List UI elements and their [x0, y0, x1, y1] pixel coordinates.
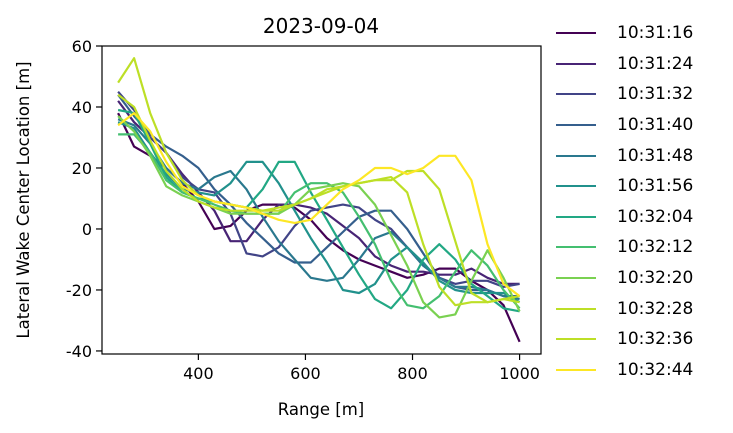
legend-item: 10:31:32 — [556, 79, 731, 110]
legend-swatch — [556, 124, 596, 127]
x-tick-label: 600 — [290, 364, 321, 383]
y-tick-label: 20 — [72, 159, 92, 178]
legend-label: 10:32:36 — [617, 329, 694, 350]
legend-item: 10:31:56 — [556, 171, 731, 202]
series-line-10-31-16 — [117, 112, 521, 343]
x-axis-label: Range [m] — [278, 400, 365, 419]
series-line-10-32-44 — [117, 111, 521, 297]
legend-swatch — [556, 93, 596, 96]
x-tick-label: 400 — [183, 364, 214, 383]
legend-swatch — [556, 368, 596, 371]
legend-swatch — [556, 215, 596, 218]
x-tick-label: 1000 — [499, 364, 540, 383]
y-tick-label: -40 — [66, 342, 92, 361]
legend-swatch — [556, 62, 596, 65]
legend-item: 10:31:16 — [556, 18, 731, 49]
legend-label: 10:32:04 — [617, 206, 694, 227]
legend-item: 10:32:12 — [556, 232, 731, 263]
legend-item: 10:32:36 — [556, 324, 731, 355]
legend-swatch — [556, 185, 596, 188]
legend-item: 10:32:28 — [556, 293, 731, 324]
series-line-10-32-36 — [117, 57, 520, 304]
legend-swatch — [556, 246, 596, 249]
legend-label: 10:31:56 — [617, 176, 694, 197]
legend-item: 10:32:20 — [556, 263, 731, 294]
legend-swatch — [556, 338, 596, 341]
legend-label: 10:31:40 — [617, 115, 694, 136]
legend-label: 10:32:20 — [617, 268, 694, 289]
legend-item: 10:31:40 — [556, 110, 731, 141]
legend-label: 10:31:24 — [617, 53, 694, 74]
legend-label: 10:31:48 — [617, 145, 694, 166]
y-axis-label: Lateral Wake Center Location [m] — [14, 61, 33, 338]
plot-frame — [101, 45, 542, 355]
legend-item: 10:31:24 — [556, 49, 731, 80]
legend-label: 10:32:28 — [617, 298, 694, 319]
legend-item: 10:32:04 — [556, 202, 731, 233]
legend-label: 10:32:44 — [617, 359, 694, 380]
legend-swatch — [556, 277, 596, 280]
y-tick-label: 0 — [82, 220, 92, 239]
legend-label: 10:32:12 — [617, 237, 694, 258]
series-line-10-32-28 — [117, 93, 520, 307]
legend: 10:31:16 10:31:24 10:31:32 10:31:40 10:31:48… — [556, 18, 731, 385]
legend-swatch — [556, 154, 596, 157]
series-line-10-31-32 — [117, 90, 520, 288]
x-tick-label: 800 — [397, 364, 428, 383]
legend-label: 10:31:32 — [617, 84, 694, 105]
y-tick-label: 60 — [72, 37, 92, 56]
legend-item: 10:31:48 — [556, 140, 731, 171]
y-tick-label: 40 — [72, 98, 92, 117]
series-line-10-31-56 — [117, 121, 521, 304]
legend-item: 10:32:44 — [556, 355, 731, 386]
legend-swatch — [556, 307, 596, 310]
series-line-10-32-12 — [118, 133, 521, 310]
series-line-10-32-20 — [117, 115, 521, 319]
legend-label: 10:31:16 — [617, 23, 694, 44]
chart-title: 2023-09-04 — [263, 14, 379, 38]
y-tick-label: -20 — [66, 281, 92, 300]
legend-swatch — [556, 32, 596, 35]
